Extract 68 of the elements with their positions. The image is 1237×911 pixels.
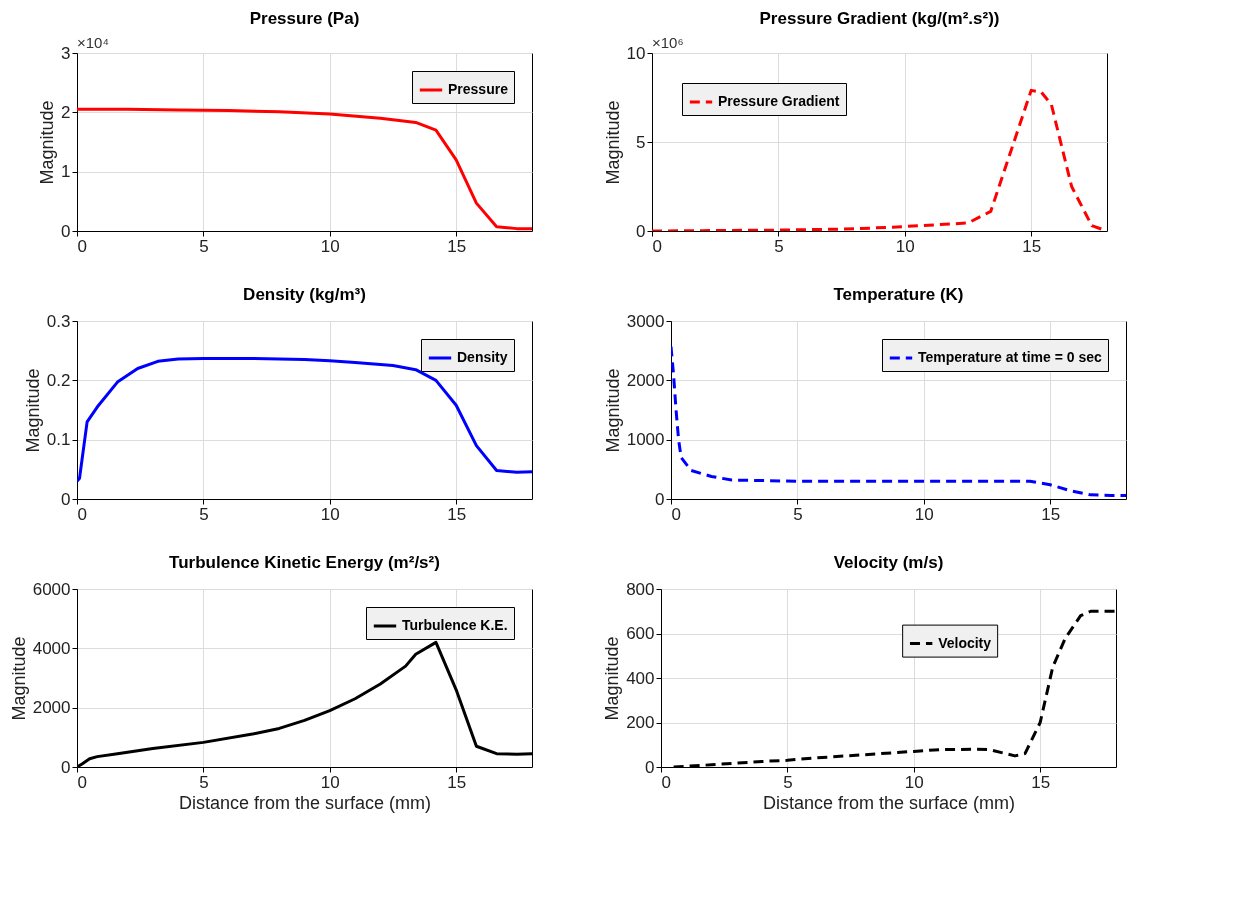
y-tick-label: 400: [626, 668, 655, 688]
y-tick-label: 3: [61, 43, 71, 63]
x-tick-label: 5: [199, 236, 209, 256]
y-tick-label: 0.1: [46, 430, 71, 450]
chart-title: Pressure Gradient (kg/(m².s²)): [759, 9, 1000, 28]
y-tick-label: 3000: [626, 311, 665, 331]
y-tick-label: 0: [636, 221, 646, 241]
x-tick-label: 10: [320, 772, 340, 792]
y-tick-label: 5: [636, 132, 646, 152]
y-tick-label: 0: [61, 489, 71, 509]
x-tick-label: 5: [783, 772, 793, 792]
x-tick-label: 10: [904, 772, 924, 792]
y-tick-label: 0: [61, 757, 71, 777]
text: ×10⁶: [652, 34, 684, 51]
y-tick-label: 200: [626, 713, 655, 732]
x-tick-label: 0: [77, 772, 87, 792]
x-tick-label: 15: [1022, 236, 1042, 256]
x-axis-title: Distance from the surface (mm): [178, 792, 432, 813]
chart-title: Velocity (m/s): [833, 553, 944, 572]
chart-title: Density (kg/m³): [243, 285, 366, 304]
y-tick-label: 2000: [626, 370, 665, 390]
legend-label: Density: [457, 349, 508, 365]
y-tick-label: 0.2: [46, 370, 71, 390]
chart-title: Temperature (K): [833, 285, 964, 304]
y-axis-title: Magnitude: [602, 636, 623, 721]
x-tick-label: 15: [447, 504, 467, 524]
chart-title: Pressure (Pa): [249, 9, 360, 28]
y-tick-label: 1000: [626, 430, 665, 450]
x-tick-label: 15: [1041, 504, 1061, 524]
y-axis-title: Magnitude: [8, 636, 29, 721]
y-tick-label: 2000: [32, 698, 71, 718]
legend-label: Velocity: [938, 634, 992, 651]
x-tick-label: 0: [671, 504, 681, 524]
x-tick-label: 0: [77, 236, 87, 256]
legend-label: Turbulence K.E.: [402, 617, 508, 633]
x-tick-label: 15: [1031, 772, 1051, 792]
x-tick-label: 10: [914, 504, 934, 524]
y-tick-label: 1: [61, 162, 71, 182]
y-axis-title: Magnitude: [602, 100, 623, 185]
y-axis-title: Magnitude: [22, 368, 43, 453]
x-tick-label: 0: [77, 504, 87, 524]
y-tick-label: 0: [61, 221, 71, 241]
x-tick-label: 15: [447, 772, 467, 792]
x-tick-label: 5: [774, 236, 784, 256]
y-tick-label: 0.3: [46, 311, 71, 331]
x-tick-label: 10: [320, 504, 340, 524]
y-tick-label: 0: [645, 757, 655, 777]
y-tick-label: 2: [61, 102, 71, 122]
x-axis-title: Distance from the surface (mm): [762, 792, 1016, 813]
legend-label: Temperature at time = 0 sec: [918, 349, 1102, 365]
x-tick-label: 5: [199, 504, 209, 524]
y-axis-title: Magnitude: [37, 100, 58, 185]
x-tick-label: 5: [199, 772, 209, 792]
x-tick-label: 5: [793, 504, 803, 524]
y-axis-title: Magnitude: [602, 368, 623, 453]
y-tick-label: 10: [626, 43, 646, 63]
x-tick-label: 10: [320, 236, 340, 256]
x-tick-label: 15: [447, 236, 467, 256]
y-tick-label: 4000: [32, 638, 71, 658]
y-tick-label: 0: [655, 489, 665, 509]
y-tick-label: 800: [626, 579, 655, 599]
x-tick-label: 10: [895, 236, 915, 256]
y-tick-label: 600: [626, 624, 655, 643]
legend-label: Pressure: [448, 81, 509, 97]
y-tick-label: 6000: [32, 579, 71, 599]
chart-title: Turbulence Kinetic Energy (m²/s²): [169, 553, 440, 572]
text: ×10⁴: [77, 34, 109, 51]
legend-label: Pressure Gradient: [718, 93, 840, 109]
